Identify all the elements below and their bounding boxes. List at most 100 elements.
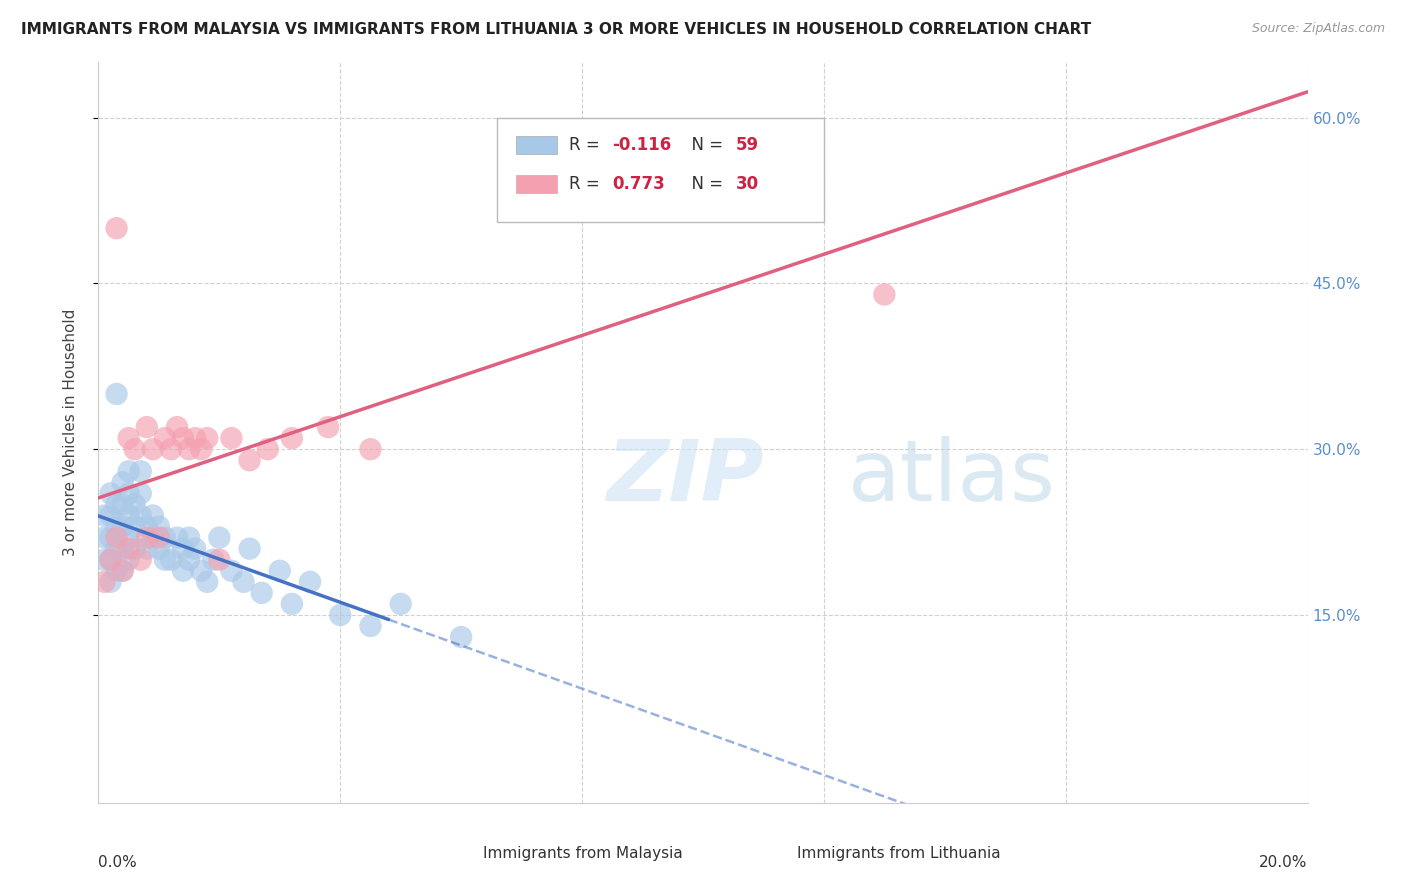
Point: [118, 541, 141, 556]
Point: [172, 431, 194, 445]
Point: [105, 519, 128, 533]
Point: [111, 519, 134, 533]
Point: [195, 431, 218, 445]
Point: [118, 508, 141, 523]
Point: [111, 564, 134, 578]
Point: [148, 519, 170, 533]
Text: 20.0%: 20.0%: [1260, 855, 1308, 870]
Text: N =: N =: [682, 175, 728, 194]
Point: [105, 221, 128, 235]
Point: [93, 552, 115, 566]
Point: [148, 531, 170, 545]
Point: [100, 531, 122, 545]
Point: [129, 552, 152, 566]
Point: [93, 508, 115, 523]
Point: [118, 464, 141, 478]
Point: [105, 498, 128, 512]
Point: [100, 486, 122, 500]
Point: [153, 431, 176, 445]
Point: [360, 442, 382, 457]
Point: [221, 431, 243, 445]
Point: [281, 597, 304, 611]
Point: [111, 475, 134, 490]
FancyBboxPatch shape: [755, 844, 794, 863]
Point: [389, 597, 412, 611]
Point: [124, 519, 146, 533]
Text: atlas: atlas: [848, 435, 1056, 518]
Point: [153, 552, 176, 566]
Point: [232, 574, 254, 589]
Point: [221, 564, 243, 578]
Point: [118, 486, 141, 500]
Text: R =: R =: [569, 175, 605, 194]
FancyBboxPatch shape: [440, 844, 479, 863]
Point: [250, 586, 273, 600]
Point: [208, 552, 231, 566]
Point: [239, 453, 262, 467]
Point: [100, 552, 122, 566]
Point: [118, 431, 141, 445]
Point: [329, 607, 352, 622]
Point: [179, 552, 201, 566]
FancyBboxPatch shape: [498, 118, 824, 221]
Point: [360, 619, 382, 633]
Point: [111, 564, 134, 578]
Point: [105, 531, 128, 545]
Point: [100, 574, 122, 589]
Point: [135, 531, 157, 545]
Point: [172, 541, 194, 556]
Text: ZIP: ZIP: [606, 435, 763, 518]
FancyBboxPatch shape: [516, 136, 557, 154]
Point: [129, 464, 152, 478]
Text: N =: N =: [682, 136, 728, 154]
Point: [124, 442, 146, 457]
Point: [135, 541, 157, 556]
Text: Immigrants from Malaysia: Immigrants from Malaysia: [482, 846, 683, 861]
Point: [299, 574, 322, 589]
Point: [190, 442, 212, 457]
Point: [256, 442, 278, 457]
Text: 30: 30: [735, 175, 759, 194]
Point: [100, 508, 122, 523]
Point: [269, 564, 291, 578]
Point: [692, 188, 714, 202]
Point: [129, 486, 152, 500]
Point: [118, 531, 141, 545]
Point: [142, 531, 165, 545]
Point: [111, 498, 134, 512]
Point: [239, 541, 262, 556]
Point: [450, 630, 472, 644]
Point: [153, 531, 176, 545]
Point: [179, 531, 201, 545]
Point: [124, 541, 146, 556]
Point: [160, 552, 183, 566]
Point: [281, 431, 304, 445]
Point: [190, 564, 212, 578]
Point: [111, 541, 134, 556]
Point: [148, 541, 170, 556]
Point: [208, 531, 231, 545]
Text: 59: 59: [735, 136, 759, 154]
Point: [202, 552, 225, 566]
Point: [118, 552, 141, 566]
Point: [142, 442, 165, 457]
Point: [129, 508, 152, 523]
Point: [105, 564, 128, 578]
Point: [316, 420, 339, 434]
Text: R =: R =: [569, 136, 605, 154]
Point: [142, 508, 165, 523]
Point: [105, 387, 128, 401]
Point: [105, 541, 128, 556]
Point: [166, 531, 188, 545]
Point: [166, 420, 188, 434]
Y-axis label: 3 or more Vehicles in Household: 3 or more Vehicles in Household: [63, 309, 77, 557]
Point: [100, 552, 122, 566]
Point: [124, 498, 146, 512]
Point: [160, 442, 183, 457]
Text: 0.0%: 0.0%: [98, 855, 138, 870]
Point: [135, 420, 157, 434]
Text: IMMIGRANTS FROM MALAYSIA VS IMMIGRANTS FROM LITHUANIA 3 OR MORE VEHICLES IN HOUS: IMMIGRANTS FROM MALAYSIA VS IMMIGRANTS F…: [21, 22, 1091, 37]
Point: [873, 287, 896, 301]
Point: [184, 541, 207, 556]
Text: Source: ZipAtlas.com: Source: ZipAtlas.com: [1251, 22, 1385, 36]
